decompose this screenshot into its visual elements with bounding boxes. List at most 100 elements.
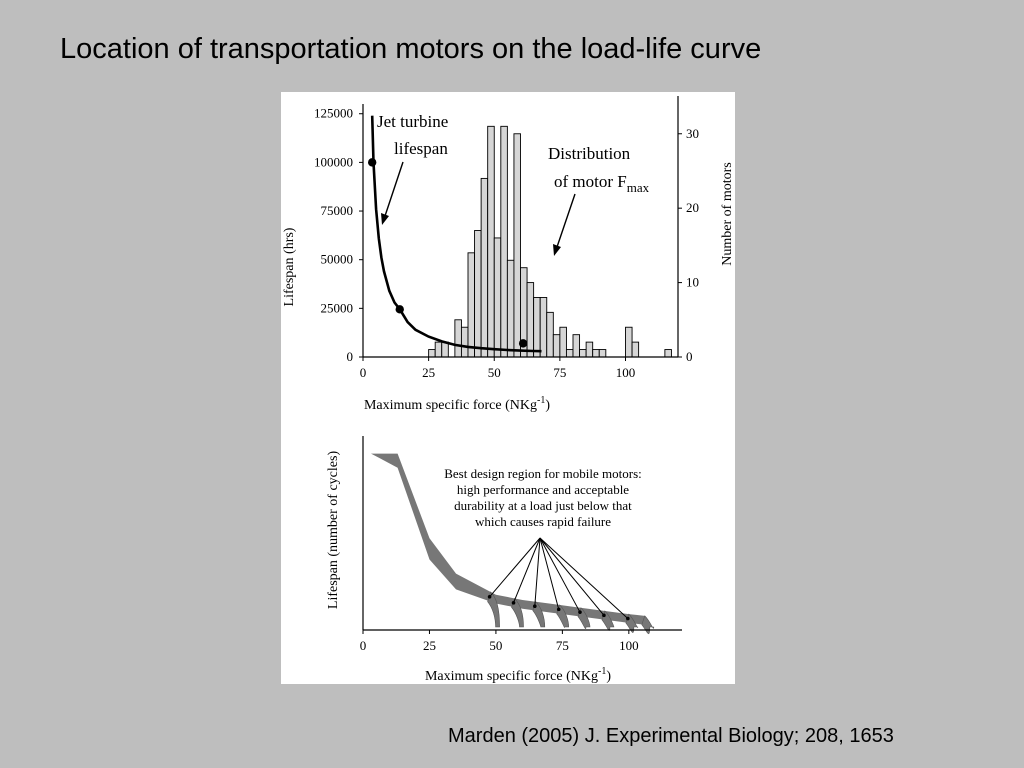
- top-y2-tick-label: 0: [686, 349, 693, 364]
- bottom-x-tick-label: 100: [619, 638, 639, 653]
- lifespan-point: [367, 158, 377, 167]
- top-tick-labels: 0 25 50 75 100 0 25000 50000 75000 100000 125000 0 1…: [314, 106, 699, 380]
- bottom-axes: [362, 436, 682, 634]
- pointer-line: [539, 537, 605, 616]
- lifespan-point: [395, 305, 404, 314]
- jet-turbine-label-line1: Jet turbine: [377, 112, 448, 131]
- pointer-line: [539, 537, 581, 613]
- pointer-line: [539, 537, 560, 610]
- top-y2-axis-label: Number of motors: [720, 162, 735, 265]
- histogram-bar: [460, 326, 469, 358]
- pointer-line: [534, 537, 541, 607]
- failure-tail: [487, 591, 500, 628]
- histogram-bar: [467, 252, 476, 358]
- pointer-line: [539, 537, 629, 619]
- histogram-bar: [441, 341, 449, 358]
- design-region-text-line4: which causes rapid failure: [475, 514, 611, 529]
- histogram-bar: [434, 341, 443, 358]
- design-band: [370, 453, 655, 635]
- distribution-arrow-head: [553, 244, 561, 256]
- top-y-tick-label: 50000: [321, 252, 354, 267]
- citation: Marden (2005) J. Experimental Biology; 2…: [448, 725, 894, 747]
- histogram-bar: [526, 282, 535, 358]
- distribution-label-line1: Distribution: [548, 144, 631, 163]
- histogram-bar: [493, 237, 502, 358]
- design-region-text-line1: Best design region for mobile motors:: [444, 466, 642, 481]
- top-y2-tick-label: 20: [686, 200, 699, 215]
- histogram-bar: [506, 259, 515, 358]
- pointer-dot: [556, 607, 561, 612]
- top-y-tick-label: 0: [347, 349, 354, 364]
- top-x-tick-label: 100: [616, 365, 636, 380]
- bottom-x-tick-label: 25: [423, 638, 436, 653]
- top-axes: [359, 96, 682, 361]
- failure-tail: [511, 597, 524, 628]
- design-region-text-line3: durability at a load just below that: [454, 498, 632, 513]
- histogram-bar: [539, 297, 548, 358]
- histogram-bar: [664, 349, 672, 358]
- pointer-dot: [532, 604, 537, 608]
- failure-tail: [641, 615, 655, 635]
- histogram-bar: [428, 349, 436, 358]
- histogram-bar: [579, 349, 587, 358]
- design-region-text-line2: high performance and acceptable: [457, 482, 629, 497]
- histogram-bars: [428, 125, 672, 358]
- slide-title: Location of transportation motors on the…: [60, 33, 762, 65]
- distribution-arrow-shaft: [556, 193, 576, 248]
- top-y2-tick-label: 10: [686, 275, 699, 290]
- pointer-dot: [578, 610, 582, 614]
- pointer-dot: [511, 601, 516, 605]
- histogram-bar: [513, 133, 521, 358]
- design-region-pointer-lines: [487, 537, 630, 621]
- bottom-x-axis-label: Maximum specific force (NKg-1): [425, 666, 611, 684]
- top-y-axis-label: Lifespan (hrs): [282, 227, 297, 306]
- figure-panel: 0 25 50 75 100 0 25000 50000 75000 100000 125000 0 1…: [281, 92, 735, 684]
- bottom-chart: 0 25 50 75 100 Lifespan (number of cycles) M…: [326, 436, 682, 684]
- top-x-tick-label: 0: [360, 365, 367, 380]
- top-y2-tick-label: 30: [686, 126, 699, 141]
- histogram-bar: [487, 125, 495, 358]
- histogram-bar: [625, 326, 633, 358]
- histogram-bar: [552, 334, 561, 358]
- distribution-label-line2: of motor Fmax: [554, 172, 650, 195]
- jet-arrow-shaft: [384, 161, 404, 217]
- top-x-tick-label: 50: [488, 365, 501, 380]
- top-chart: 0 25 50 75 100 0 25000 50000 75000 100000 125000 0 1…: [282, 96, 735, 413]
- top-x-tick-label: 25: [422, 365, 435, 380]
- figure-svg: 0 25 50 75 100025000500007500010000012500001…: [282, 96, 735, 684]
- bottom-x-tick-label: 0: [360, 638, 367, 653]
- histogram-bar: [572, 334, 581, 358]
- histogram-bar: [480, 177, 489, 358]
- histogram-bar: [565, 349, 574, 358]
- histogram-bar: [598, 349, 607, 358]
- lifespan-point: [518, 339, 528, 348]
- histogram-bar: [454, 319, 462, 358]
- bottom-tick-labels: 0 25 50 75 100: [360, 638, 639, 653]
- pointer-line: [513, 537, 541, 604]
- histogram-bar: [559, 326, 567, 358]
- lifespan-points: [367, 158, 528, 348]
- histogram-bar: [592, 349, 600, 358]
- jet-turbine-label-line2: lifespan: [394, 139, 448, 158]
- top-y-tick-label: 100000: [314, 154, 353, 169]
- top-y-tick-label: 125000: [314, 106, 353, 121]
- pointer-dot: [602, 613, 606, 618]
- histogram-bar: [500, 125, 508, 358]
- lifespan-curve: [370, 115, 542, 353]
- pointer-dot: [626, 616, 630, 621]
- histogram-bar: [474, 230, 482, 358]
- failure-tail: [532, 601, 546, 628]
- pointer-dot: [487, 594, 492, 599]
- design-band-area: [370, 453, 645, 625]
- bottom-x-tick-label: 75: [556, 638, 569, 653]
- top-y-tick-label: 25000: [321, 300, 354, 315]
- bottom-x-tick-label: 50: [489, 638, 502, 653]
- histogram-bar: [546, 311, 554, 358]
- histogram-bar: [631, 341, 640, 358]
- top-x-tick-label: 75: [553, 365, 566, 380]
- histogram-bar: [585, 341, 594, 358]
- jet-arrow-head: [381, 213, 389, 225]
- bottom-y-axis-label: Lifespan (number of cycles): [326, 451, 341, 610]
- top-y-tick-label: 75000: [321, 203, 354, 218]
- top-x-axis-label: Maximum specific force (NKg-1): [364, 395, 550, 413]
